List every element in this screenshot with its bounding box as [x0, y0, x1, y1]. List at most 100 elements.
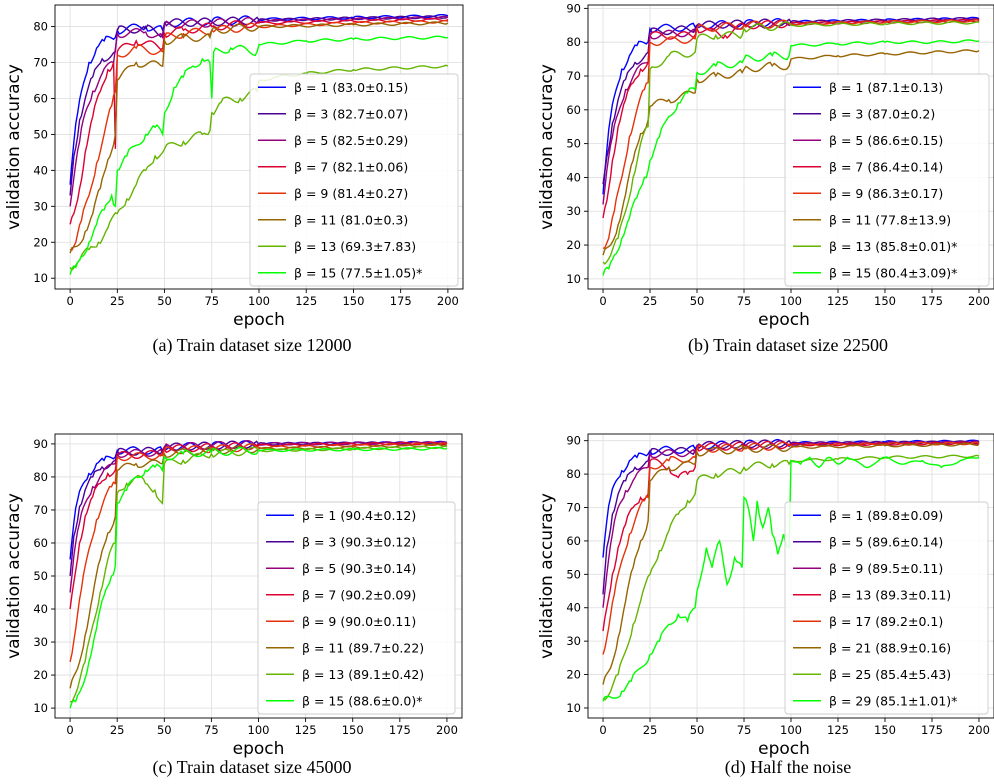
x-tick-label: 100 [780, 723, 802, 737]
legend: β = 1 (90.4±0.12) β = 3 (90.3±0.12) β = 5 … [257, 501, 456, 715]
legend-label: β = 5 (89.6±0.14) [829, 534, 943, 549]
y-axis-label: validation accuracy [4, 493, 24, 659]
x-tick-label: 200 [436, 723, 458, 737]
panel-caption: (a) Train dataset size 12000 [153, 335, 352, 356]
series-line-6 [69, 21, 449, 254]
series-line-8 [602, 39, 980, 276]
x-tick-label: 25 [643, 294, 658, 308]
y-tick-label: 30 [33, 199, 48, 213]
panel-caption: (b) Train dataset size 22500 [688, 335, 888, 356]
series-line-3 [69, 15, 449, 207]
series-line-8 [602, 456, 980, 702]
x-tick-label: 175 [390, 294, 412, 308]
x-tick-label: 175 [389, 723, 411, 737]
y-tick-label: 80 [33, 20, 48, 34]
y-tick-label: 30 [566, 204, 581, 218]
legend-label: β = 11 (81.0±0.3) [294, 212, 408, 227]
legend-label: β = 13 (89.1±0.42) [302, 667, 424, 682]
y-tick-label: 20 [566, 238, 581, 252]
legend-label: β = 15 (80.4±3.09)* [829, 265, 957, 280]
legend-label: β = 13 (69.3±7.83) [294, 239, 416, 254]
x-tick-label: 150 [874, 294, 896, 308]
y-tick-label: 60 [566, 534, 581, 548]
series-line-2 [69, 15, 449, 196]
x-tick-label: 25 [110, 723, 125, 737]
y-tick-label: 40 [33, 163, 48, 177]
series-line-8 [69, 446, 448, 709]
x-tick-label: 0 [66, 294, 73, 308]
y-axis-label: validation accuracy [4, 64, 24, 230]
legend-label: β = 5 (86.6±0.15) [829, 133, 943, 148]
x-axis-label: epoch [233, 739, 285, 759]
x-tick-label: 125 [827, 294, 849, 308]
x-tick-label: 0 [66, 723, 73, 737]
y-tick-label: 30 [566, 634, 581, 648]
x-tick-label: 25 [643, 723, 658, 737]
legend-label: β = 5 (82.5±0.29) [294, 133, 408, 148]
y-tick-label: 70 [566, 69, 581, 83]
legend-label: β = 1 (87.1±0.13) [829, 80, 943, 95]
x-tick-label: 150 [342, 294, 364, 308]
y-axis-label: validation accuracy [537, 493, 557, 659]
legend-label: β = 1 (89.8±0.09) [829, 508, 943, 523]
legend: β = 1 (83.0±0.15) β = 3 (82.7±0.07) β = 5 … [249, 73, 459, 287]
legend-label: β = 11 (77.8±13.9) [829, 212, 951, 227]
y-tick-label: 20 [33, 235, 48, 249]
x-tick-label: 75 [204, 294, 219, 308]
legend-box [784, 73, 990, 287]
x-tick-label: 150 [874, 723, 896, 737]
legend-label: β = 5 (90.3±0.14) [302, 561, 416, 576]
y-tick-label: 30 [33, 635, 48, 649]
y-tick-label: 20 [566, 668, 581, 682]
x-tick-label: 200 [437, 294, 459, 308]
legend-label: β = 11 (89.7±0.22) [302, 640, 424, 655]
y-tick-label: 80 [566, 467, 581, 481]
x-tick-label: 175 [921, 723, 943, 737]
y-tick-label: 80 [566, 35, 581, 49]
legend-label: β = 9 (89.5±0.11) [829, 561, 943, 576]
chart-panel-1: 0 25 50 75 100 125 150 175 200 10 20 30 40 50 60 70 80 ep… [4, 4, 464, 356]
legend-label: β = 9 (86.3±0.17) [829, 186, 943, 201]
y-tick-label: 10 [33, 271, 48, 285]
y-tick-label: 70 [566, 501, 581, 515]
legend-label: β = 7 (82.1±0.06) [294, 159, 408, 174]
x-axis-label: epoch [758, 310, 810, 330]
legend-label: β = 9 (81.4±0.27) [294, 186, 408, 201]
y-tick-label: 50 [33, 127, 48, 141]
panel-caption: (c) Train dataset size 45000 [153, 757, 352, 778]
legend-label: β = 17 (89.2±0.1) [829, 614, 943, 629]
legend-label: β = 1 (83.0±0.15) [294, 80, 408, 95]
series-line-5 [69, 442, 448, 663]
x-tick-label: 125 [295, 723, 317, 737]
legend-label: β = 13 (89.3±0.11) [829, 587, 951, 602]
series-line-6 [69, 443, 448, 689]
x-tick-label: 125 [295, 294, 317, 308]
legend-label: β = 3 (87.0±0.2) [829, 106, 935, 121]
chart-panel-3: 0 25 50 75 100 125 150 175 200 10 20 30 40 50 60 70 80 90… [4, 433, 463, 778]
legend: β = 1 (89.8±0.09) β = 5 (89.6±0.14) β = 9 … [784, 501, 989, 715]
x-tick-label: 200 [968, 294, 990, 308]
y-tick-label: 80 [33, 470, 48, 484]
y-tick-label: 40 [33, 602, 48, 616]
legend-label: β = 29 (85.1±1.01)* [829, 693, 957, 708]
series-line-6 [602, 442, 980, 685]
x-tick-label: 25 [110, 294, 125, 308]
y-tick-label: 50 [566, 567, 581, 581]
x-tick-label: 75 [204, 723, 219, 737]
y-tick-label: 60 [33, 91, 48, 105]
legend-label: β = 3 (90.3±0.12) [302, 534, 416, 549]
x-tick-label: 100 [780, 294, 802, 308]
legend-label: β = 25 (85.4±5.43) [829, 667, 951, 682]
x-tick-label: 50 [690, 723, 705, 737]
x-axis-label: epoch [758, 739, 810, 759]
series-line-5 [602, 19, 980, 250]
y-tick-label: 90 [566, 1, 581, 15]
x-tick-label: 150 [342, 723, 364, 737]
x-axis-label: epoch [233, 310, 285, 330]
y-tick-label: 50 [33, 569, 48, 583]
y-tick-label: 10 [33, 701, 48, 715]
legend-label: β = 1 (90.4±0.12) [302, 508, 416, 523]
x-tick-label: 75 [737, 294, 752, 308]
y-tick-label: 10 [566, 701, 581, 715]
